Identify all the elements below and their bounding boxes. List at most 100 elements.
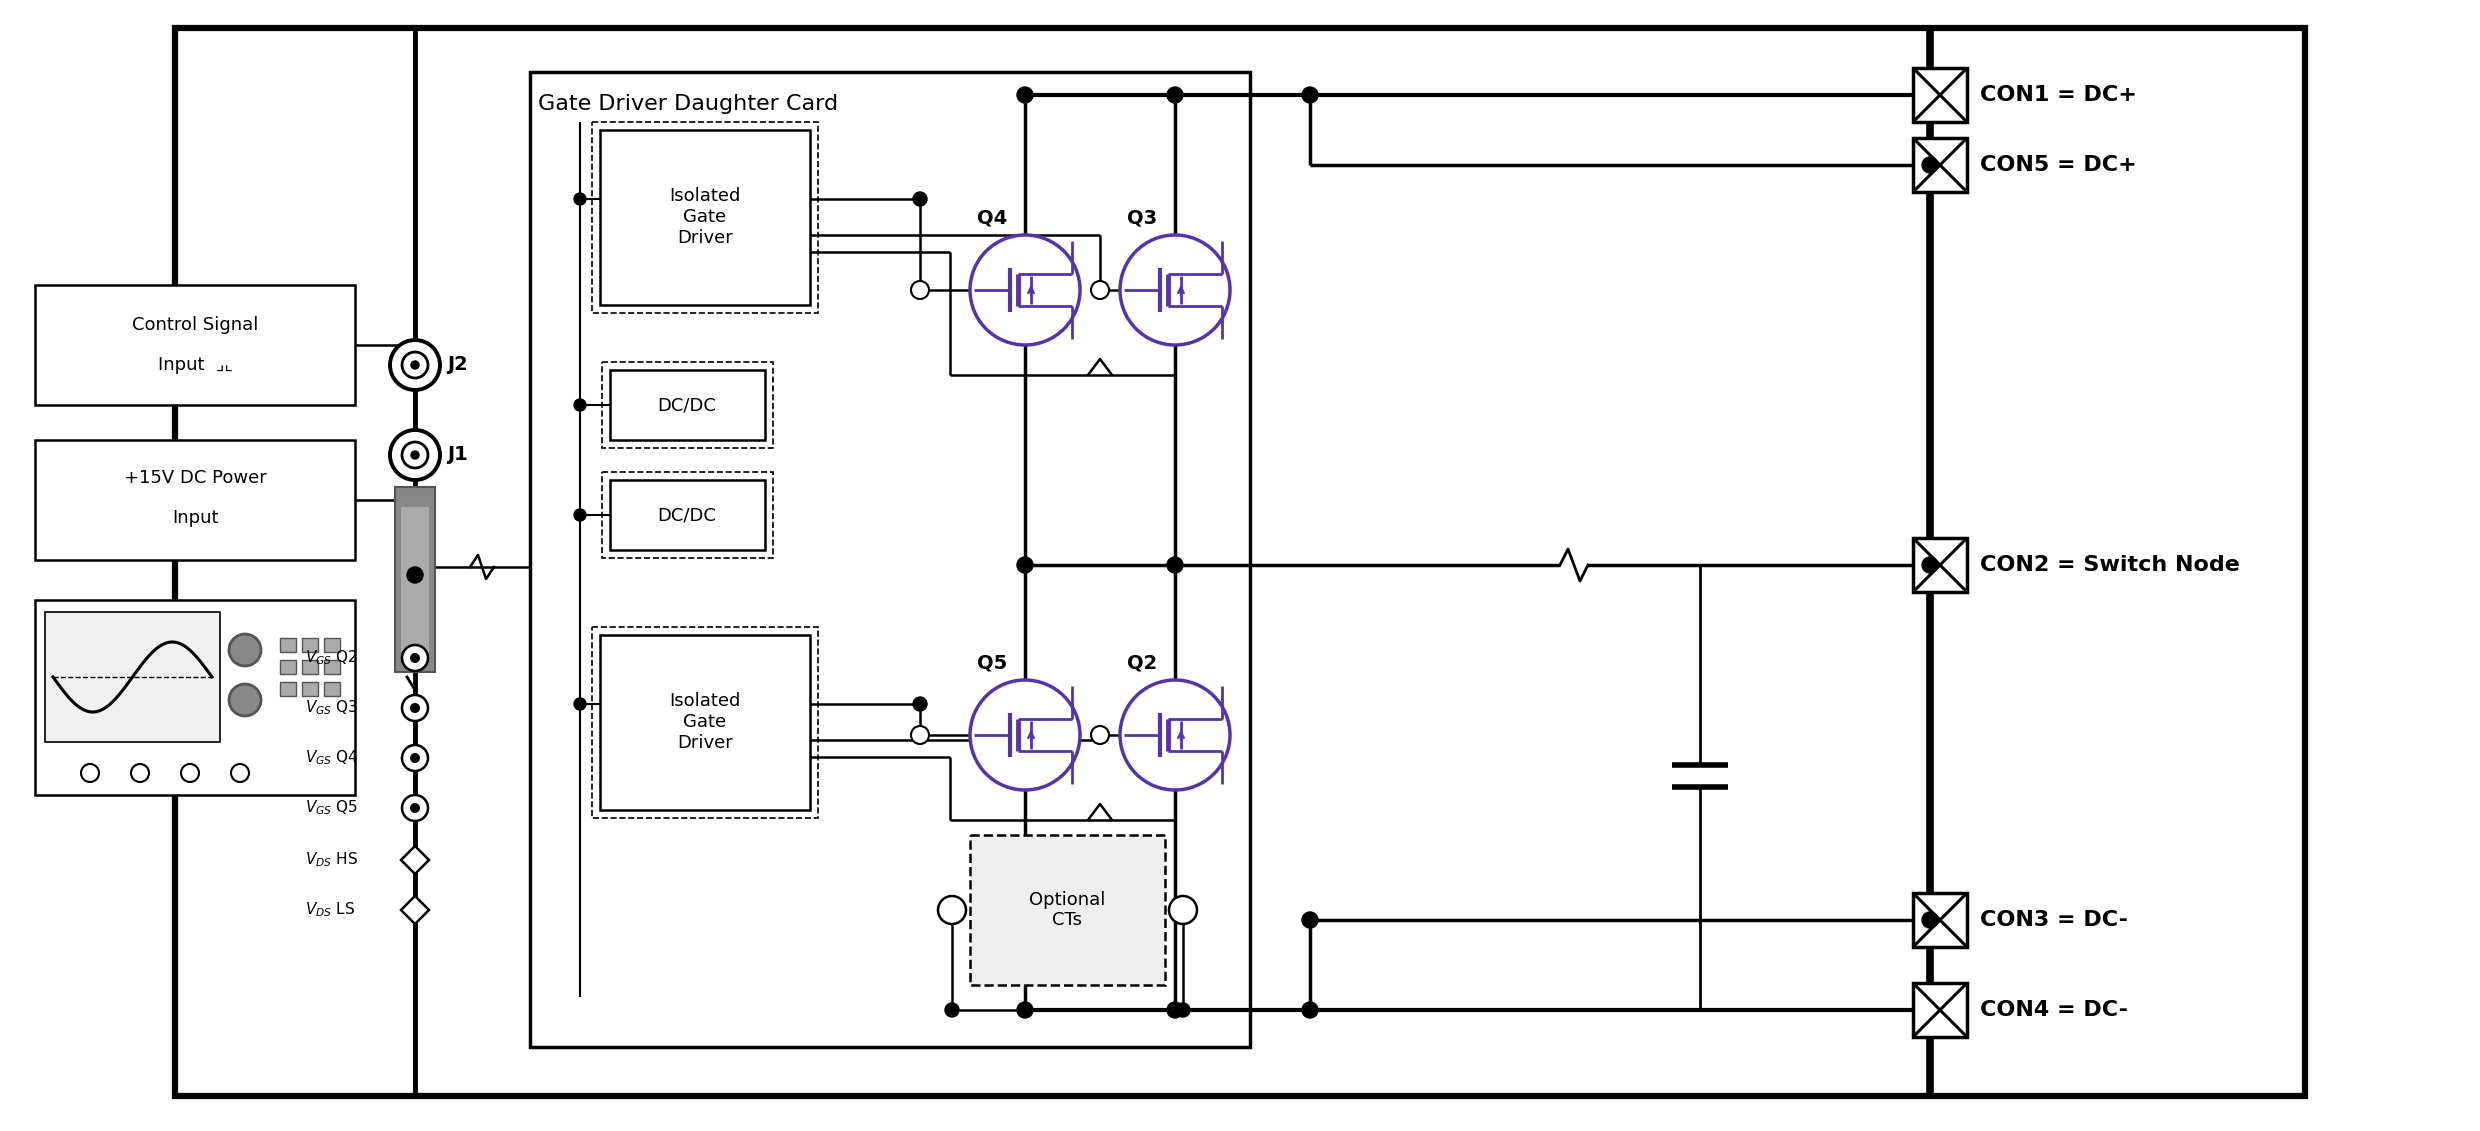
Bar: [303, 638, 317, 651]
Bar: [593, 627, 818, 818]
Bar: [1912, 983, 1967, 1037]
Circle shape: [1121, 680, 1230, 789]
Circle shape: [1168, 87, 1183, 103]
Bar: [603, 362, 774, 448]
Circle shape: [573, 399, 585, 411]
Text: $V_{GS}$ Q4: $V_{GS}$ Q4: [305, 749, 360, 767]
Circle shape: [402, 745, 429, 771]
Circle shape: [1302, 912, 1317, 929]
Circle shape: [412, 361, 419, 369]
Circle shape: [1091, 280, 1109, 299]
Circle shape: [1017, 1002, 1034, 1018]
Circle shape: [913, 697, 928, 711]
Circle shape: [1922, 912, 1937, 929]
Polygon shape: [402, 896, 429, 924]
Bar: [176, 28, 2304, 1096]
Bar: [280, 638, 295, 651]
Circle shape: [181, 765, 198, 782]
Text: Gate Driver Daughter Card: Gate Driver Daughter Card: [538, 94, 838, 114]
Bar: [970, 835, 1166, 985]
Circle shape: [228, 684, 260, 716]
Text: J1: J1: [446, 446, 469, 465]
Circle shape: [970, 680, 1079, 789]
Circle shape: [913, 192, 928, 206]
Text: Input  ⌟⌞: Input ⌟⌞: [159, 356, 233, 374]
Circle shape: [573, 509, 585, 521]
Bar: [303, 661, 317, 674]
Text: $V_{GS}$ Q3: $V_{GS}$ Q3: [305, 699, 357, 717]
Circle shape: [409, 753, 419, 763]
Circle shape: [970, 235, 1079, 345]
Text: $V_{DS}$ LS: $V_{DS}$ LS: [305, 900, 355, 920]
Bar: [603, 472, 774, 558]
Text: Q4: Q4: [977, 208, 1007, 227]
Bar: [1912, 68, 1967, 122]
Text: Q3: Q3: [1126, 208, 1158, 227]
Circle shape: [82, 765, 99, 782]
Circle shape: [409, 653, 419, 663]
Bar: [394, 487, 434, 672]
Circle shape: [573, 698, 585, 710]
Text: DC/DC: DC/DC: [657, 396, 717, 414]
Polygon shape: [402, 846, 429, 874]
Text: Control Signal: Control Signal: [131, 316, 258, 334]
Circle shape: [389, 340, 439, 390]
Text: Q5: Q5: [977, 654, 1007, 673]
Text: Isolated
Gate
Driver: Isolated Gate Driver: [670, 188, 742, 247]
Circle shape: [228, 634, 260, 666]
Bar: [303, 682, 317, 696]
Circle shape: [402, 442, 429, 468]
Circle shape: [910, 280, 930, 299]
Text: CON1 = DC+: CON1 = DC+: [1979, 85, 2138, 105]
Circle shape: [409, 803, 419, 813]
Text: Q2: Q2: [1126, 654, 1158, 673]
Circle shape: [1091, 726, 1109, 744]
Circle shape: [402, 795, 429, 821]
Circle shape: [1176, 1003, 1190, 1017]
Text: $V_{DS}$ HS: $V_{DS}$ HS: [305, 851, 357, 870]
Text: CON2 = Switch Node: CON2 = Switch Node: [1979, 555, 2239, 575]
Text: $V_{GS}$ Q5: $V_{GS}$ Q5: [305, 798, 357, 818]
Circle shape: [1121, 235, 1230, 345]
Circle shape: [1168, 556, 1183, 573]
Circle shape: [937, 896, 967, 924]
Circle shape: [409, 703, 419, 713]
Circle shape: [1922, 556, 1937, 573]
Text: +15V DC Power: +15V DC Power: [124, 469, 265, 487]
Bar: [325, 661, 340, 674]
Text: J2: J2: [446, 355, 469, 374]
Circle shape: [945, 1003, 960, 1017]
Circle shape: [1017, 556, 1034, 573]
Bar: [600, 634, 811, 810]
Bar: [1912, 893, 1967, 947]
Circle shape: [402, 352, 429, 378]
Bar: [531, 72, 1250, 1047]
Circle shape: [910, 726, 930, 744]
Circle shape: [402, 645, 429, 671]
Circle shape: [412, 451, 419, 459]
Bar: [35, 440, 355, 560]
Circle shape: [1017, 87, 1034, 103]
Circle shape: [407, 567, 424, 582]
Bar: [1912, 138, 1967, 192]
Text: CON5 = DC+: CON5 = DC+: [1979, 155, 2138, 175]
Circle shape: [1168, 558, 1183, 572]
Circle shape: [573, 193, 585, 205]
Bar: [325, 638, 340, 651]
Bar: [610, 480, 764, 550]
Text: DC/DC: DC/DC: [657, 506, 717, 524]
Bar: [280, 661, 295, 674]
Text: Input: Input: [171, 509, 218, 527]
Bar: [45, 612, 221, 742]
Bar: [1912, 538, 1967, 592]
Circle shape: [1302, 1002, 1317, 1018]
Text: CON4 = DC-: CON4 = DC-: [1979, 1000, 2128, 1020]
Bar: [593, 122, 818, 313]
Circle shape: [1017, 558, 1032, 572]
Circle shape: [389, 430, 439, 480]
Circle shape: [131, 765, 149, 782]
Circle shape: [402, 696, 429, 720]
Bar: [35, 285, 355, 405]
Text: $V_{GS}$ Q2: $V_{GS}$ Q2: [305, 649, 357, 667]
Bar: [280, 682, 295, 696]
